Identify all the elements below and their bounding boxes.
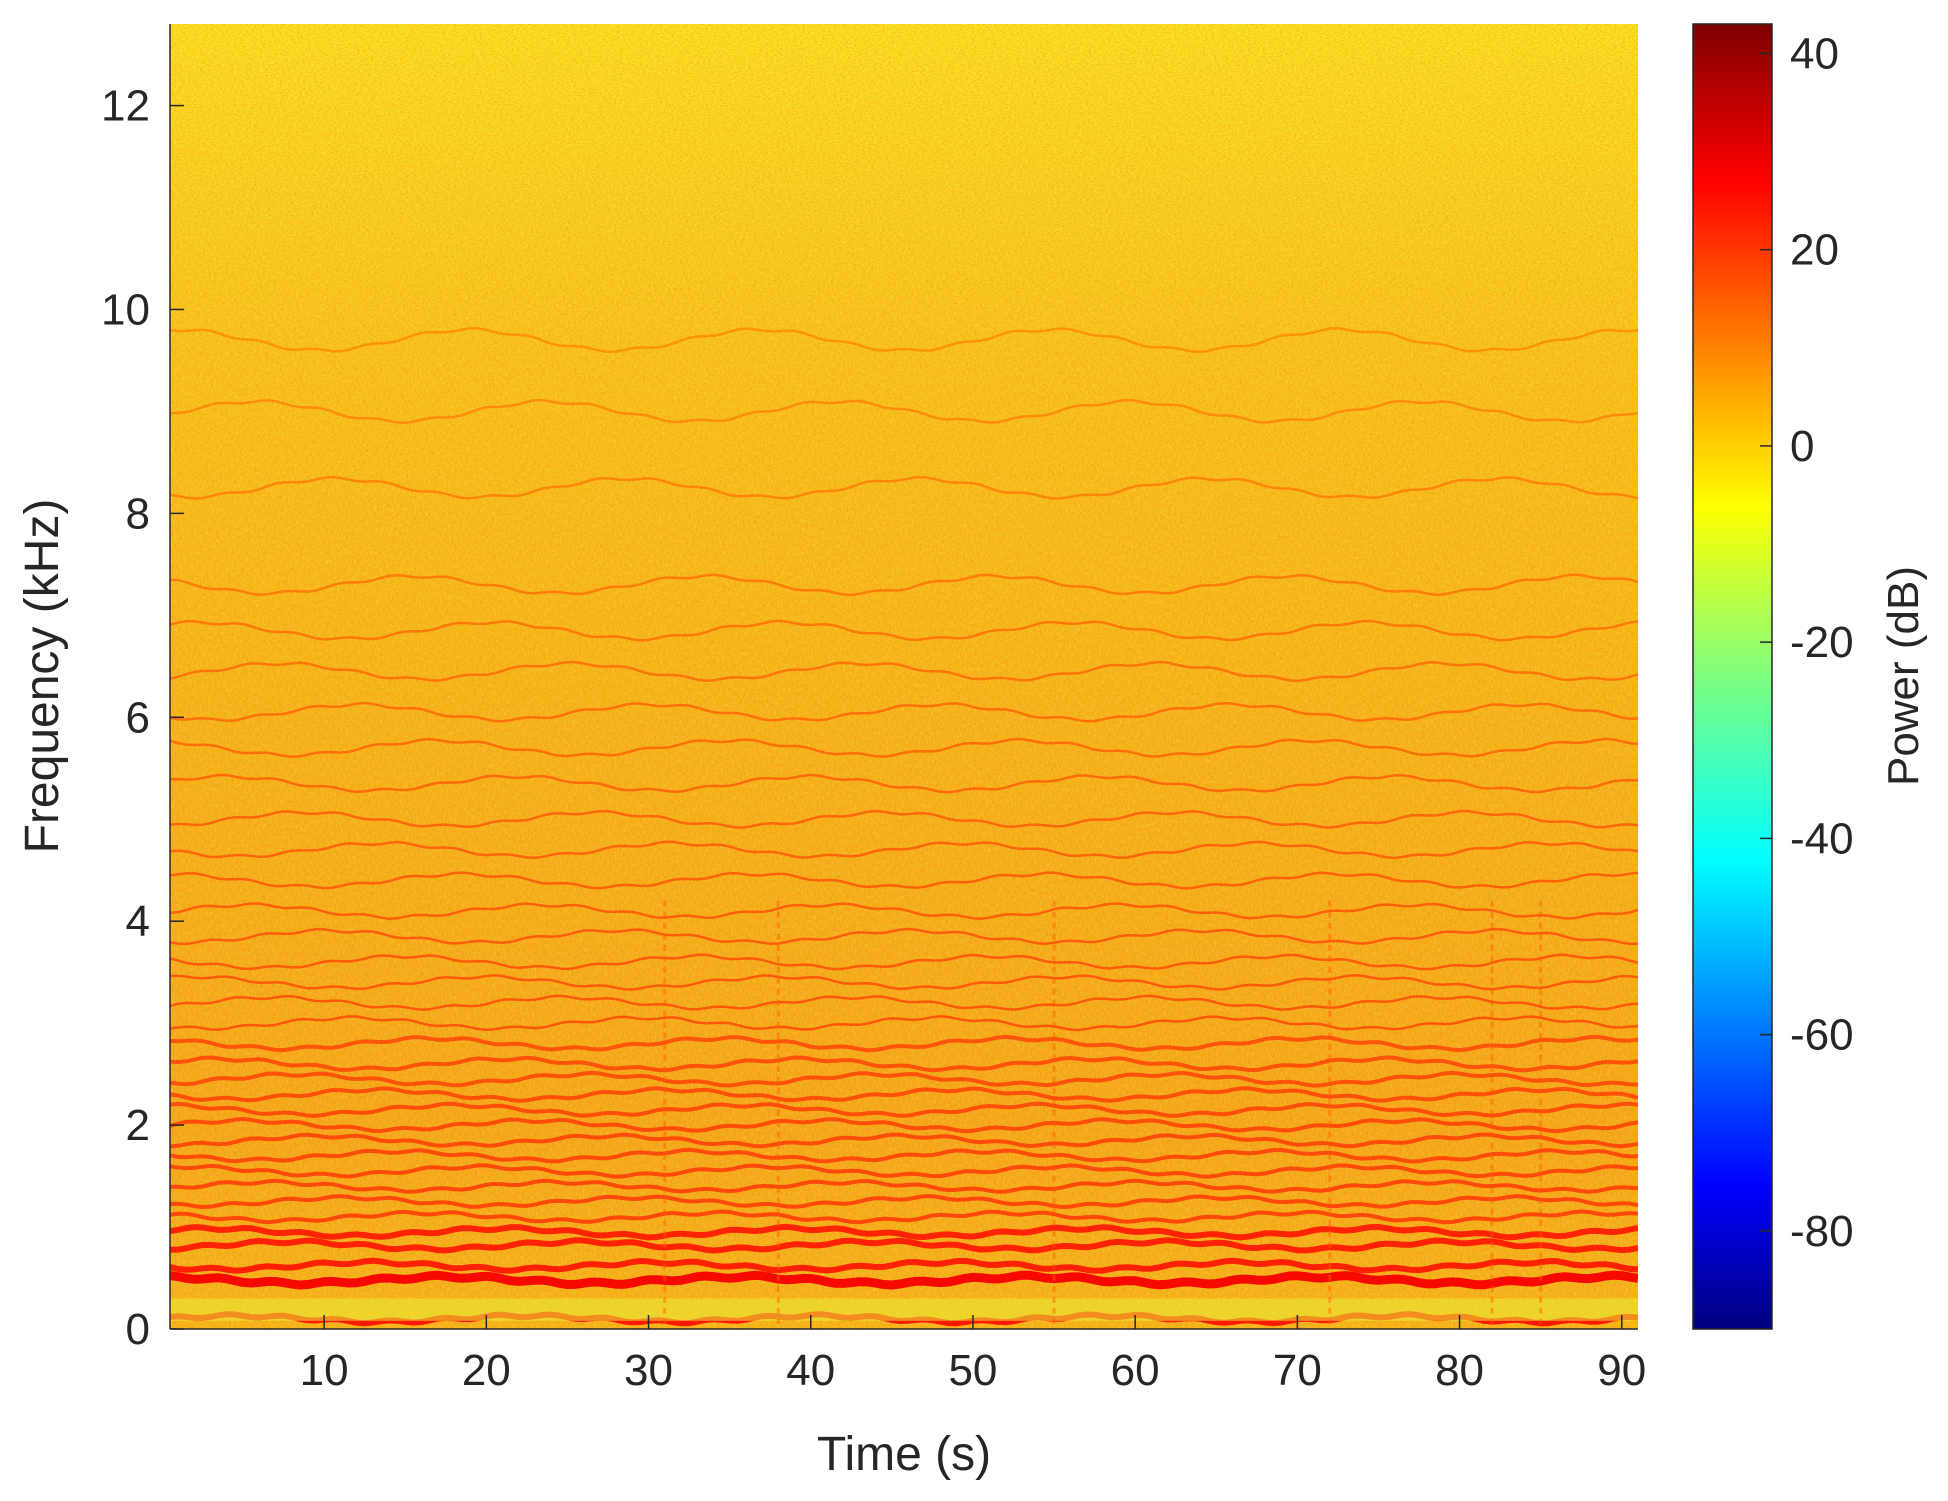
harmonic-band xyxy=(170,701,1638,723)
colorbar-tick-label: -20 xyxy=(1790,618,1854,667)
transient-marks xyxy=(663,900,1543,1324)
y-axis-ticks: 0 2 4 6 8 10 12 xyxy=(101,82,184,1354)
colorbar: 40 20 0 -20 -40 -60 -80 Power (dB) xyxy=(1692,23,1928,1330)
harmonic-band xyxy=(170,1132,1638,1149)
x-tick-label: 80 xyxy=(1435,1346,1484,1395)
x-axis-label: Time (s) xyxy=(817,1428,991,1481)
x-tick-label: 50 xyxy=(948,1346,997,1395)
harmonic-band xyxy=(170,619,1638,642)
y-tick-label: 10 xyxy=(101,285,150,334)
colorbar-tick-label: 40 xyxy=(1790,29,1839,78)
x-tick-label: 70 xyxy=(1273,1346,1322,1395)
harmonic-band xyxy=(170,927,1638,946)
x-axis-ticks: 10 20 30 40 50 60 70 80 90 xyxy=(300,1315,1646,1395)
harmonic-band xyxy=(170,840,1638,860)
colorbar-tick-label: -40 xyxy=(1790,814,1854,863)
harmonic-band xyxy=(170,953,1638,971)
x-tick-label: 10 xyxy=(300,1346,349,1395)
colorbar-tick-label: 0 xyxy=(1790,422,1814,471)
y-axis-label: Frequency (kHz) xyxy=(16,499,69,854)
harmonic-band xyxy=(170,902,1638,920)
harmonic-band xyxy=(170,573,1638,597)
harmonic-band xyxy=(170,1015,1638,1032)
y-tick-label: 2 xyxy=(126,1101,150,1150)
x-tick-label: 30 xyxy=(624,1346,673,1395)
y-tick-label: 0 xyxy=(126,1305,150,1354)
x-tick-label: 60 xyxy=(1111,1346,1160,1395)
harmonic-band xyxy=(170,1070,1638,1088)
harmonic-bands xyxy=(170,327,1638,1327)
spectrogram-noise-texture-2 xyxy=(170,24,1638,1329)
colorbar-gradient xyxy=(1692,23,1773,1330)
harmonic-band xyxy=(170,475,1638,500)
harmonic-band xyxy=(170,1116,1638,1134)
colorbar-tick-label: 20 xyxy=(1790,226,1839,275)
harmonic-band xyxy=(170,1178,1638,1194)
harmonic-band xyxy=(170,809,1638,829)
y-tick-label: 12 xyxy=(101,82,150,131)
x-tick-label: 20 xyxy=(462,1346,511,1395)
harmonic-band xyxy=(170,660,1638,683)
harmonic-band xyxy=(170,327,1638,354)
harmonic-band xyxy=(170,1147,1638,1164)
y-tick-label: 6 xyxy=(126,693,150,742)
harmonic-band xyxy=(170,973,1638,991)
low-frequency-strip xyxy=(170,1298,1638,1321)
harmonic-band xyxy=(170,1101,1638,1118)
colorbar-tick-label: -60 xyxy=(1790,1011,1854,1060)
harmonic-band xyxy=(170,1055,1638,1073)
colorbar-ticks: 40 20 0 -20 -40 -60 -80 xyxy=(1760,29,1854,1256)
harmonic-band xyxy=(170,1086,1638,1103)
harmonic-band xyxy=(170,1223,1638,1241)
colorbar-label: Power (dB) xyxy=(1879,566,1928,786)
y-tick-label: 8 xyxy=(126,489,150,538)
harmonic-band xyxy=(170,1270,1638,1290)
y-tick-label: 4 xyxy=(126,897,150,946)
harmonic-band xyxy=(170,1237,1638,1254)
harmonic-band xyxy=(170,1163,1638,1179)
harmonic-band xyxy=(170,398,1638,425)
x-tick-label: 40 xyxy=(786,1346,835,1395)
x-tick-label: 90 xyxy=(1597,1346,1646,1395)
harmonic-band xyxy=(170,1194,1638,1210)
harmonic-band xyxy=(170,871,1638,890)
harmonic-band xyxy=(170,737,1638,759)
harmonic-band xyxy=(170,773,1638,794)
spectrogram-plot-area xyxy=(170,24,1638,1329)
colorbar-tick-label: -80 xyxy=(1790,1207,1854,1256)
harmonic-band xyxy=(170,994,1638,1011)
harmonic-band xyxy=(170,1034,1638,1053)
harmonic-band xyxy=(170,1209,1638,1225)
harmonic-band xyxy=(170,1257,1638,1274)
